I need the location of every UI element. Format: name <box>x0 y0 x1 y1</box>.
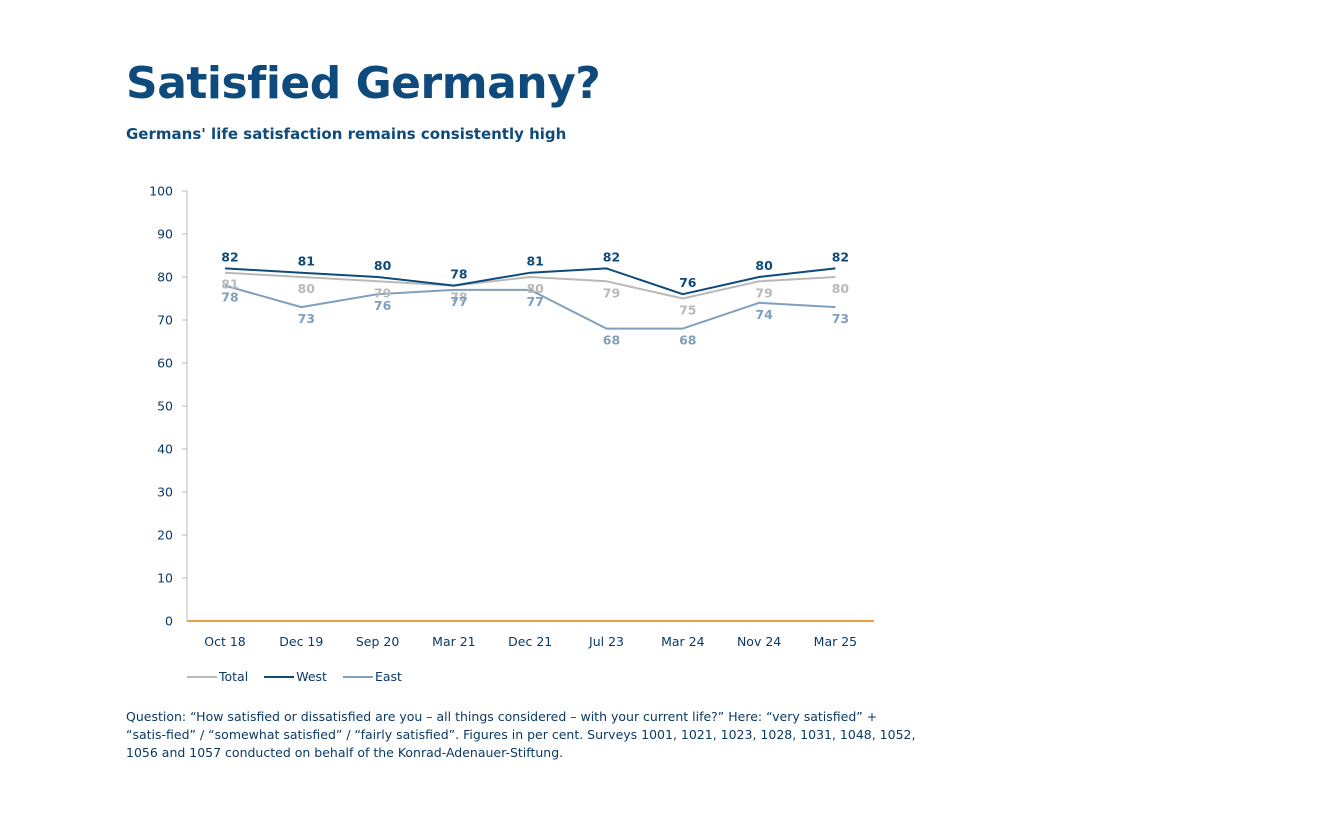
x-tick-label: Sep 20 <box>356 634 399 649</box>
data-label-west: 82 <box>603 249 620 264</box>
chart-title: Satisfied Germany? <box>126 58 601 109</box>
series-line-west <box>224 267 836 296</box>
y-tick-label: 50 <box>157 399 173 414</box>
x-tick-label: Mar 24 <box>661 634 705 649</box>
x-tick-label: Mar 21 <box>432 634 475 649</box>
y-tick-label: 30 <box>157 485 173 500</box>
data-label-west: 82 <box>832 249 849 264</box>
data-label-east: 77 <box>526 294 543 309</box>
data-label-total: 81 <box>221 277 238 292</box>
data-label-west: 80 <box>755 258 773 273</box>
data-label-east: 68 <box>603 333 620 348</box>
data-label-west: 82 <box>221 249 238 264</box>
data-label-total: 80 <box>526 281 544 296</box>
chart-subtitle: Germans' life satisfaction remains consi… <box>126 125 567 143</box>
data-label-total: 79 <box>374 285 391 300</box>
data-label-total: 78 <box>450 290 467 305</box>
y-tick-label: 0 <box>165 614 173 629</box>
chart-legend: Total West East <box>187 669 402 684</box>
series-lines <box>224 267 836 330</box>
legend-label: Total <box>219 669 249 684</box>
data-label-east: 77 <box>450 294 467 309</box>
data-label-east: 68 <box>679 333 696 348</box>
data-label-east: 76 <box>374 298 392 313</box>
data-label-west: 81 <box>298 254 315 269</box>
legend-item-east: East <box>342 669 402 684</box>
data-label-total: 80 <box>298 281 316 296</box>
legend-swatch <box>342 675 373 678</box>
legend-swatch <box>187 675 217 678</box>
series-line-total <box>224 271 836 300</box>
legend-item-total: Total <box>187 669 248 684</box>
x-axis: Oct 18 Dec 19 Sep 20 Mar 21 Dec 21 Jul 23 Mar … <box>187 620 874 649</box>
y-tick-label: 40 <box>157 442 173 457</box>
x-tick-label: Nov 24 <box>737 634 781 649</box>
data-label-total: 80 <box>832 281 850 296</box>
legend-item-west: West <box>264 669 327 684</box>
y-tick-label: 100 <box>149 184 173 199</box>
data-label-west: 81 <box>526 254 543 269</box>
data-label-total: 79 <box>755 285 772 300</box>
data-label-east: 78 <box>221 290 238 305</box>
data-labels: 81 80 79 78 80 79 75 79 80 78 73 76 77 77 68 68 74 73 82 81… <box>221 249 849 347</box>
x-tick-label: Dec 19 <box>279 634 323 649</box>
data-label-east: 74 <box>755 307 773 322</box>
x-tick-label: Dec 21 <box>508 634 552 649</box>
y-tick-label: 70 <box>157 313 173 328</box>
x-tick-label: Oct 18 <box>204 634 246 649</box>
x-tick-label: Jul 23 <box>588 634 624 649</box>
y-tick-label: 60 <box>157 356 173 371</box>
legend-label: East <box>374 669 402 684</box>
data-label-total: 79 <box>603 285 620 300</box>
y-tick-label: 20 <box>157 528 173 543</box>
data-label-west: 78 <box>450 267 467 282</box>
data-label-west: 76 <box>679 275 697 290</box>
y-tick-label: 80 <box>157 270 173 285</box>
x-tick-label: Mar 25 <box>814 634 857 649</box>
chart-footnote: Question: “How satisfied or dissatisfied… <box>126 709 916 760</box>
series-line-east <box>224 284 836 330</box>
data-label-east: 73 <box>832 311 849 326</box>
y-tick-label: 90 <box>157 227 173 242</box>
data-label-west: 80 <box>374 258 392 273</box>
y-tick-label: 10 <box>157 571 173 586</box>
data-label-east: 73 <box>298 311 315 326</box>
data-label-total: 75 <box>679 303 696 318</box>
legend-label: West <box>296 669 327 684</box>
legend-swatch <box>264 675 295 678</box>
y-axis: 0 10 20 30 40 50 60 70 80 90 100 <box>149 184 188 629</box>
